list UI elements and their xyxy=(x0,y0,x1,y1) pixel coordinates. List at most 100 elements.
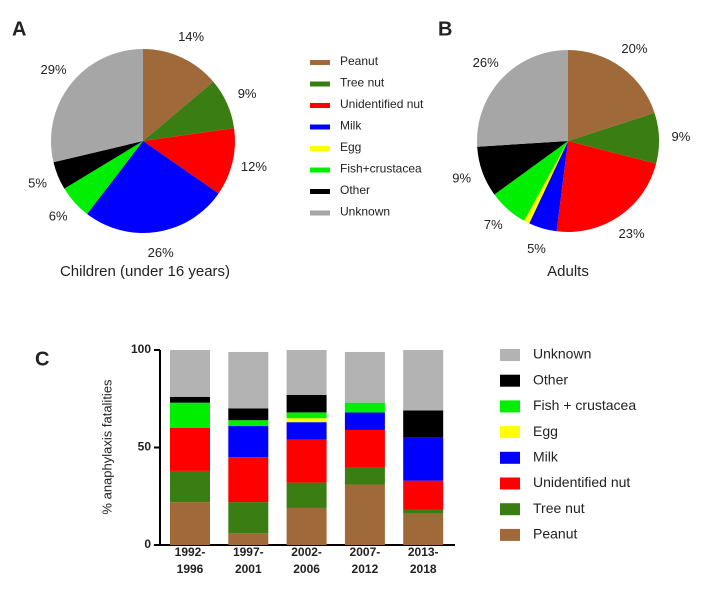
bar-segment xyxy=(403,410,444,438)
pie-slice xyxy=(143,49,214,141)
bar-segment xyxy=(170,402,210,428)
slice-label: 12% xyxy=(241,159,267,174)
pie-slice xyxy=(64,141,143,215)
bar-segment xyxy=(286,507,327,545)
bar-segment xyxy=(344,402,385,413)
pie-slice xyxy=(477,50,568,147)
pie-slice xyxy=(524,141,568,224)
bar-segment xyxy=(286,394,327,413)
slice-label: 26% xyxy=(148,245,174,260)
slice-label: 20% xyxy=(621,41,647,56)
slice-label: 26% xyxy=(473,55,499,70)
panel-letter: B xyxy=(438,18,452,40)
legend-label: Milk xyxy=(340,119,362,133)
x-tick-label: 2002-2006 xyxy=(291,545,322,576)
x-tick-label: 1997-2001 xyxy=(233,545,264,576)
bar-segment xyxy=(344,351,385,403)
bar-segment xyxy=(286,350,327,395)
bar-segment xyxy=(403,480,444,510)
legend-label: Unidentified nut xyxy=(340,97,424,111)
legend-swatch xyxy=(500,477,520,490)
slice-label: 6% xyxy=(49,209,68,224)
bar-segment xyxy=(403,437,444,481)
pie-slice xyxy=(556,141,657,232)
legend-swatch xyxy=(500,528,520,541)
y-tick-label: 0 xyxy=(144,537,151,551)
y-tick-label: 50 xyxy=(138,440,152,454)
legend-label: Other xyxy=(533,371,568,387)
legend-swatch xyxy=(500,451,520,464)
legend-label: Unknown xyxy=(340,205,390,219)
slice-label: 14% xyxy=(178,29,204,44)
bar-segment xyxy=(170,502,210,545)
bar-segment xyxy=(344,484,385,545)
bar-segment xyxy=(344,412,385,430)
legend-swatch xyxy=(310,210,330,216)
legend-label: Egg xyxy=(340,140,361,154)
slice-label: 5% xyxy=(527,241,546,256)
panel-letter: C xyxy=(35,348,49,370)
bar-segment xyxy=(170,396,210,403)
legend-label: Peanut xyxy=(533,526,577,542)
slice-label: 5% xyxy=(28,176,47,191)
bar-segment xyxy=(344,467,385,485)
y-axis-label: % anaphylaxis fatalities xyxy=(99,379,114,515)
legend-swatch xyxy=(310,146,330,151)
x-tick-label: 2007-2012 xyxy=(350,545,381,576)
bar-segment xyxy=(228,426,269,458)
y-tick-label: 100 xyxy=(131,342,151,356)
bar-segment xyxy=(403,509,444,514)
bar-segment xyxy=(344,429,385,467)
legend-label: Unidentified nut xyxy=(533,474,630,490)
bar-segment xyxy=(170,428,210,471)
legend-label: Tree nut xyxy=(340,76,385,90)
pie-slice xyxy=(143,81,235,141)
bar-segment xyxy=(228,420,269,427)
bar-segment xyxy=(286,422,327,440)
legend-swatch xyxy=(500,400,520,413)
legend-swatch xyxy=(310,167,330,173)
legend-label: Fish+crustacea xyxy=(340,162,422,176)
bar-segment xyxy=(228,408,269,421)
bar-segment xyxy=(228,533,269,545)
panel-letter: A xyxy=(12,18,26,40)
legend-label: Egg xyxy=(533,423,558,439)
pie-slice xyxy=(53,141,143,189)
legend-label: Peanut xyxy=(340,54,379,68)
bar-segment xyxy=(228,457,269,503)
bar-segment xyxy=(170,470,210,503)
legend-label: Other xyxy=(340,183,370,197)
bar-segment xyxy=(286,412,327,419)
pie-slice xyxy=(494,141,568,221)
pie-slice xyxy=(87,141,219,233)
slice-label: 29% xyxy=(41,62,67,77)
pie-subtitle: Children (under 16 years) xyxy=(60,263,230,280)
slice-label: 7% xyxy=(484,217,503,232)
legend-swatch xyxy=(500,503,520,516)
legend-swatch xyxy=(500,349,520,361)
bar-segment xyxy=(170,350,210,397)
legend-swatch xyxy=(310,103,330,108)
pie-slice xyxy=(568,50,655,141)
pie-slice xyxy=(477,141,568,195)
bar-segment xyxy=(403,350,444,411)
bar-segment xyxy=(228,351,269,409)
pie-slice xyxy=(529,141,568,232)
legend-label: Fish + crustacea xyxy=(533,397,636,413)
slice-label: 9% xyxy=(238,86,257,101)
slice-label: 23% xyxy=(618,226,644,241)
bar-segment xyxy=(228,502,269,534)
pie-slice xyxy=(568,112,659,164)
legend-label: Tree nut xyxy=(533,500,585,516)
pie-subtitle: Adults xyxy=(547,263,589,280)
legend-label: Unknown xyxy=(533,346,591,362)
legend-swatch xyxy=(310,81,330,87)
legend-swatch xyxy=(500,426,520,439)
slice-label: 9% xyxy=(672,129,691,144)
pie-slice xyxy=(50,49,143,163)
bar-segment xyxy=(286,418,327,423)
legend-swatch xyxy=(500,374,520,387)
x-tick-label: 1992-1996 xyxy=(175,545,206,576)
legend-swatch xyxy=(310,60,330,65)
